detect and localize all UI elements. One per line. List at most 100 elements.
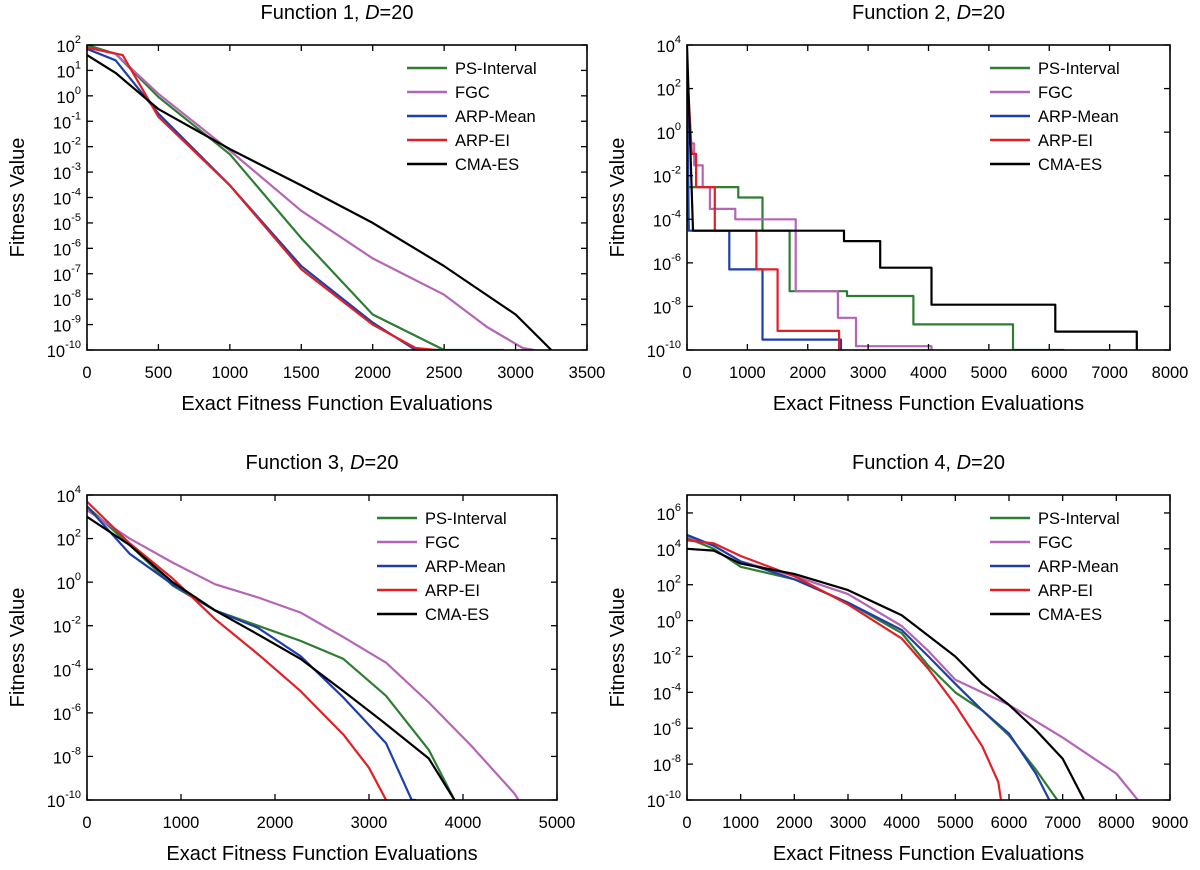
y-tick-label: 10-10 — [47, 339, 81, 361]
y-tick-base: 10 — [57, 38, 75, 56]
chart-title-value: =20 — [365, 452, 399, 474]
y-tick-label: 100 — [57, 85, 81, 107]
legend: PS-Interval FGC ARP-Mean ARP-EI CMA-ES — [990, 510, 1120, 624]
chart-title-d: D — [957, 2, 971, 24]
series-line-fgc — [87, 46, 535, 350]
chart-title-main: Function 4, — [852, 452, 957, 474]
y-tick-base: 10 — [653, 212, 671, 230]
y-tick-exponent: -5 — [71, 212, 81, 224]
y-tick-base: 10 — [47, 343, 65, 361]
y-tick-exponent: 4 — [675, 34, 681, 46]
chart-title: Function 1, D=20 — [261, 2, 414, 24]
plot-area — [87, 500, 520, 800]
series-line-ps-interval — [687, 536, 1059, 800]
y-tick-label: 10-2 — [53, 136, 81, 158]
y-tick-exponent: 2 — [675, 78, 681, 90]
y-tick-base: 10 — [57, 488, 75, 506]
y-tick-exponent: 2 — [75, 34, 81, 46]
chart-title-d: D — [957, 452, 971, 474]
x-axis-title: Exact Fitness Function Evaluations — [166, 843, 477, 865]
series-line-ps-interval — [87, 505, 456, 800]
legend-label: ARP-Mean — [425, 558, 506, 576]
x-tick-label: 4000 — [883, 814, 920, 832]
y-tick-label: 102 — [657, 574, 681, 596]
y-tick-base: 10 — [57, 575, 75, 593]
plot-area — [687, 45, 1138, 350]
y-tick-label: 10-6 — [653, 717, 681, 739]
y-tick-base: 10 — [653, 256, 671, 274]
legend-label: ARP-Mean — [455, 108, 536, 126]
x-tick-label: 1000 — [163, 814, 200, 832]
y-tick-base: 10 — [653, 169, 671, 187]
y-tick-exponent: 2 — [675, 574, 681, 586]
x-tick-label: 5000 — [539, 814, 576, 832]
y-tick-base: 10 — [653, 721, 671, 739]
legend-label: PS-Interval — [425, 510, 507, 528]
y-tick-base: 10 — [53, 216, 71, 234]
y-tick-exponent: 0 — [675, 610, 681, 622]
x-tick-label: 2500 — [426, 364, 463, 382]
legend-label: ARP-Mean — [1038, 558, 1119, 576]
y-tick-label: 10-6 — [53, 702, 81, 724]
y-tick-base: 10 — [657, 542, 675, 560]
chart-title-value: =20 — [971, 2, 1005, 24]
plot-frame — [86, 44, 588, 351]
y-tick-exponent: 2 — [75, 528, 81, 540]
x-tick-label: 4000 — [445, 814, 482, 832]
y-tick-exponent: -10 — [65, 789, 81, 801]
y-tick-base: 10 — [53, 292, 71, 310]
y-tick-exponent: -10 — [665, 339, 681, 351]
y-tick-exponent: -9 — [71, 314, 81, 326]
x-tick-label: 2000 — [776, 814, 813, 832]
x-tick-label: 0 — [82, 814, 91, 832]
series-line-cma-es — [87, 54, 553, 350]
x-tick-label: 2000 — [257, 814, 294, 832]
y-tick-label: 102 — [57, 34, 81, 56]
y-tick-exponent: -6 — [671, 717, 681, 729]
y-tick-exponent: -6 — [71, 237, 81, 249]
x-tick-label: 1000 — [729, 364, 766, 382]
y-axis-title: Fitness Value — [607, 138, 629, 258]
y-tick-exponent: -2 — [71, 136, 81, 148]
plot-frame — [86, 494, 558, 801]
x-tick-label: 3000 — [830, 814, 867, 832]
legend-label: ARP-EI — [1038, 582, 1093, 600]
chart-title-main: Function 3, — [246, 452, 351, 474]
chart-panel-1: Function 1, D=200 500 1000 1500 2000 2500 3000… — [7, 2, 605, 415]
x-tick-label: 5000 — [971, 364, 1008, 382]
chart-panel-2: Function 2, D=200 1000 2000 3000 4000 5000 600… — [607, 2, 1188, 415]
x-tick-label: 4000 — [910, 364, 947, 382]
series-line-arp-mean — [87, 505, 416, 800]
y-tick-label: 10-6 — [653, 252, 681, 274]
y-tick-label: 104 — [657, 538, 681, 560]
series-line-ps-interval — [87, 45, 505, 350]
y-tick-exponent: -4 — [71, 658, 81, 670]
series-line-ps-interval — [687, 66, 1065, 350]
y-tick-label: 10-3 — [53, 161, 81, 183]
series-line-arp-ei — [687, 539, 1003, 800]
y-tick-label: 102 — [657, 78, 681, 100]
x-tick-label: 500 — [145, 364, 173, 382]
y-tick-base: 10 — [653, 649, 671, 667]
y-tick-base: 10 — [53, 318, 71, 336]
y-tick-base: 10 — [53, 165, 71, 183]
legend-label: FGC — [425, 534, 460, 552]
series-line-fgc — [687, 116, 933, 350]
y-tick-label: 100 — [657, 121, 681, 143]
legend-label: ARP-EI — [1038, 132, 1093, 150]
y-axis-title: Fitness Value — [7, 588, 29, 708]
y-tick-label: 10-10 — [647, 789, 681, 811]
y-axis-title: Fitness Value — [7, 138, 29, 258]
legend: PS-Interval FGC ARP-Mean ARP-EI CMA-ES — [407, 60, 537, 174]
y-tick-base: 10 — [657, 82, 675, 100]
y-tick-exponent: -6 — [671, 252, 681, 264]
chart-title: Function 3, D=20 — [246, 452, 399, 474]
y-tick-exponent: 6 — [675, 502, 681, 514]
y-tick-exponent: -3 — [71, 161, 81, 173]
x-tick-label: 3000 — [351, 814, 388, 832]
y-tick-exponent: -8 — [71, 745, 81, 757]
x-tick-label: 3000 — [850, 364, 887, 382]
y-tick-base: 10 — [57, 89, 75, 107]
x-tick-label: 3500 — [569, 364, 606, 382]
